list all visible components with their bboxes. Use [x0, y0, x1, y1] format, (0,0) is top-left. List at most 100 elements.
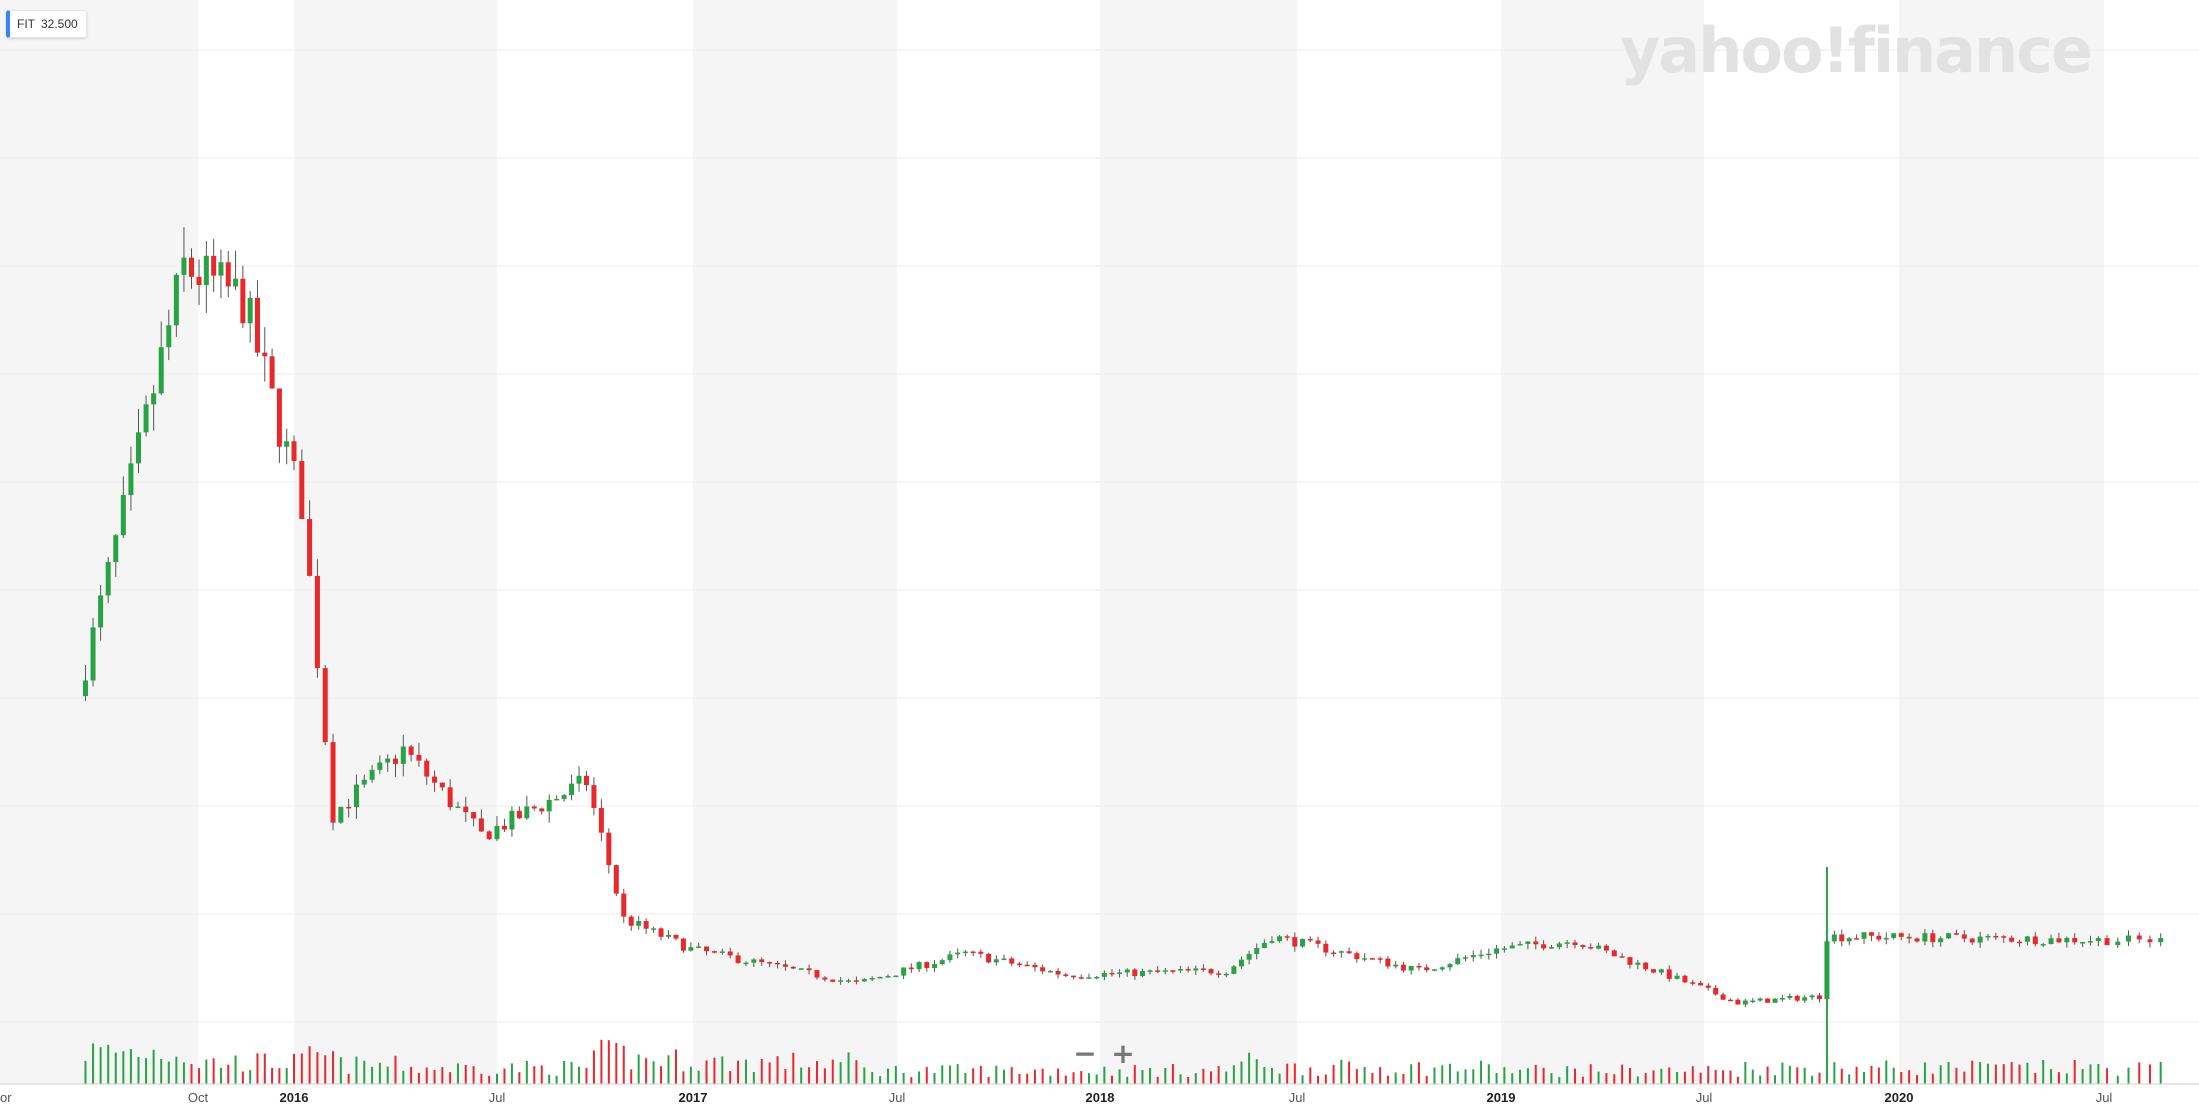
volume-bar [2138, 1062, 2141, 1084]
candle [1953, 929, 1959, 936]
volume-bar [2116, 1075, 2119, 1084]
candle-body [463, 806, 469, 813]
candle-body [1658, 969, 1664, 973]
volume-bar [1164, 1067, 1167, 1084]
candle-body [759, 959, 765, 963]
candle-body [1032, 964, 1038, 968]
candle [790, 966, 796, 970]
candle [400, 734, 406, 777]
zoom-in-button[interactable]: + [1111, 1036, 1135, 1070]
candle [1032, 962, 1038, 972]
candle [666, 930, 671, 939]
volume-bar [1332, 1064, 1335, 1084]
candle [1765, 998, 1771, 1003]
volume-bar [1049, 1075, 1052, 1084]
candle [1727, 998, 1733, 1002]
candle-body [1024, 964, 1030, 967]
time-band [693, 0, 897, 1084]
volume-bar [1526, 1068, 1529, 1084]
candle-body [1200, 968, 1206, 970]
candle [1001, 954, 1007, 961]
volume-bar [1433, 1067, 1436, 1084]
candle-body [2024, 936, 2030, 942]
candle-body [181, 257, 187, 275]
candle [1016, 961, 1022, 968]
candle-body [1713, 987, 1719, 995]
volume-bar [964, 1072, 967, 1084]
volume-bar [84, 1060, 87, 1084]
candle [143, 395, 149, 437]
candle-body [1533, 941, 1539, 945]
candle-body [1603, 945, 1609, 951]
volume-bar [1386, 1075, 1389, 1084]
volume-bar [285, 1068, 288, 1084]
candle-body [1938, 938, 1944, 943]
candle-body [666, 934, 671, 937]
volume-bar [1683, 1071, 1686, 1084]
x-tick-label: Jul [1289, 1090, 1306, 1105]
volume-bar [1379, 1067, 1382, 1084]
x-tick-label: 2019 [1487, 1090, 1516, 1105]
volume-bar [1955, 1067, 1958, 1084]
candle-body [432, 776, 438, 783]
candle [1478, 949, 1484, 959]
candle-body [524, 806, 530, 819]
legend-symbol: FIT [17, 17, 35, 31]
volume-bar [1033, 1069, 1036, 1084]
volume-bar [2018, 1064, 2021, 1084]
zoom-out-button[interactable]: − [1073, 1036, 1097, 1070]
volume-bar [871, 1072, 874, 1084]
volume-bar [363, 1060, 366, 1084]
volume-bar [441, 1067, 444, 1084]
candle [516, 806, 522, 819]
candle [554, 795, 560, 801]
volume-bar [1103, 1066, 1106, 1084]
volume-bar [1232, 1065, 1235, 1084]
candle-body [1494, 948, 1500, 954]
candle-body [1109, 972, 1115, 975]
candle [1635, 959, 1641, 970]
candle [1447, 962, 1453, 971]
candle-body [1071, 975, 1077, 978]
candle-body [955, 952, 961, 955]
candle [247, 291, 253, 343]
candle [486, 830, 492, 841]
candle-body [673, 934, 679, 939]
candle-body [1486, 953, 1492, 956]
candle-body [2080, 942, 2086, 944]
candle-body [1463, 957, 1469, 959]
candle-body [598, 807, 604, 833]
volume-bar [1788, 1065, 1791, 1084]
x-tick-label: 2017 [679, 1090, 708, 1105]
candle [1517, 940, 1523, 946]
candle-body [1698, 982, 1704, 986]
volume-bar [1644, 1072, 1647, 1084]
candle [1787, 993, 1793, 1000]
volume-bar [1464, 1069, 1467, 1084]
candle [643, 918, 649, 935]
candle [338, 806, 344, 824]
volume-bar [615, 1042, 618, 1084]
volume-bar [1309, 1067, 1312, 1084]
candle-body [1831, 934, 1837, 942]
candle-body [1501, 948, 1507, 950]
volume-bar [1156, 1076, 1159, 1084]
candle [1839, 929, 1845, 947]
volume-bar [525, 1060, 528, 1084]
candle-body [1596, 945, 1602, 949]
candle-body [1619, 956, 1625, 958]
volume-bar [1095, 1074, 1098, 1084]
candle [1063, 972, 1069, 978]
volume-bar [652, 1061, 655, 1084]
candle-body [369, 769, 375, 780]
candle-body [1953, 933, 1959, 935]
symbol-legend[interactable]: FIT 32.500 [6, 10, 87, 38]
candle [1627, 956, 1633, 969]
candle-body [196, 276, 202, 286]
volume-bar [1441, 1065, 1444, 1084]
candle [385, 754, 391, 772]
volume-bar [1870, 1065, 1873, 1084]
volume-bar [1118, 1069, 1121, 1084]
candle [1969, 938, 1975, 945]
